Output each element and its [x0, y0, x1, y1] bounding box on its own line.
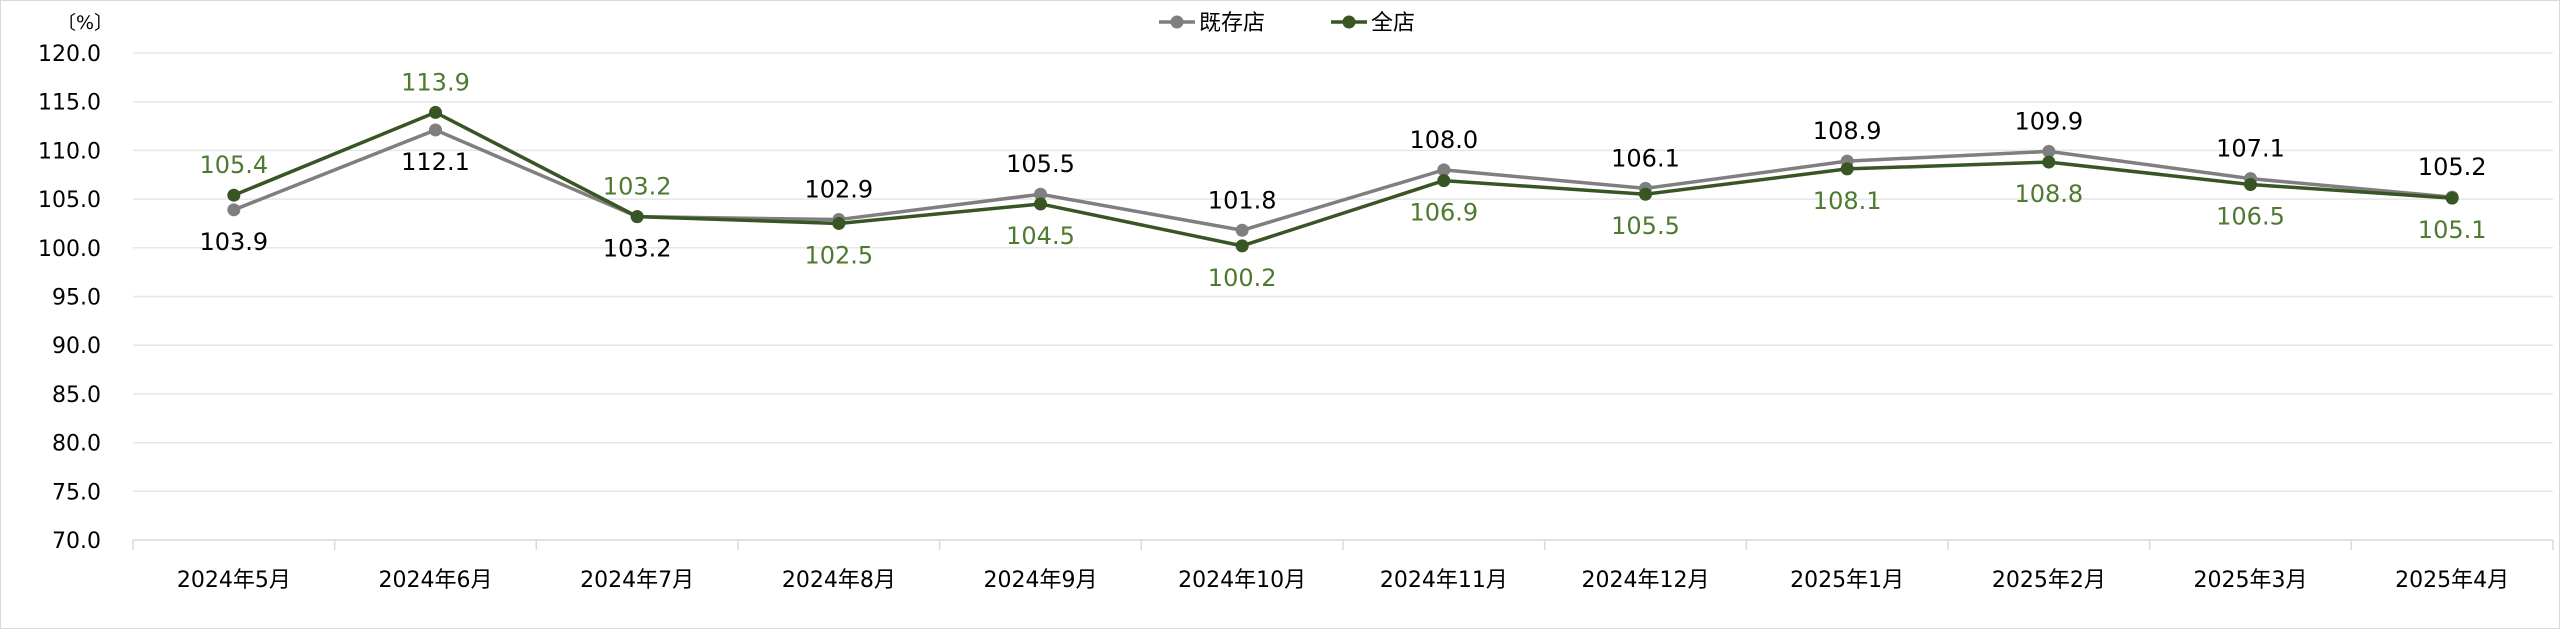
x-tick-label: 2024年5月 — [177, 568, 291, 593]
data-point-all-stores — [1639, 187, 1652, 201]
data-label-existing-stores: 105.2 — [2418, 153, 2487, 181]
y-tick-label: 110.0 — [38, 139, 101, 164]
y-tick-label: 80.0 — [52, 432, 101, 457]
data-label-all-stores: 108.8 — [2014, 180, 2083, 208]
x-tick-label: 2024年9月 — [984, 568, 1098, 593]
y-unit-label: 〔%〕 — [57, 12, 113, 34]
series-layer — [227, 105, 2459, 253]
data-label-existing-stores: 109.9 — [2014, 107, 2083, 135]
data-label-all-stores: 102.5 — [804, 241, 873, 269]
data-point-all-stores — [1034, 197, 1047, 211]
data-label-existing-stores: 101.8 — [1208, 186, 1277, 214]
x-tick-label: 2024年8月 — [782, 568, 896, 593]
data-label-all-stores: 104.5 — [1006, 222, 1075, 250]
grid-layer — [133, 52, 2553, 493]
data-point-all-stores — [832, 216, 846, 230]
data-label-existing-stores: 108.9 — [1813, 117, 1882, 145]
data-point-existing-stores — [2042, 144, 2056, 158]
legend-item-all-stores: 全店 — [1331, 11, 1415, 36]
data-point-all-stores — [630, 210, 644, 224]
x-tick-label: 2024年12月 — [1582, 568, 1710, 593]
data-label-all-stores: 105.4 — [199, 151, 268, 179]
legend-label: 全店 — [1371, 11, 1415, 36]
data-point-existing-stores — [227, 203, 241, 217]
y-tick-label: 115.0 — [38, 91, 101, 116]
data-label-all-stores: 113.9 — [401, 68, 470, 96]
data-point-all-stores — [2244, 177, 2257, 191]
x-tick-label: 2025年3月 — [2194, 568, 2308, 593]
data-point-existing-stores — [1034, 187, 1047, 201]
data-label-all-stores: 100.2 — [1208, 264, 1277, 292]
x-tick-label: 2025年1月 — [1790, 568, 1904, 593]
data-point-all-stores — [1840, 162, 1854, 176]
axis-layer: 70.0 75.0 80.0 85.0 90.0 95.0 100.0 105.0 110.0 1… — [38, 42, 2554, 593]
data-label-existing-stores: 103.9 — [199, 228, 268, 256]
data-point-all-stores — [429, 105, 442, 119]
x-tick-label: 2025年4月 — [2395, 568, 2509, 593]
data-label-existing-stores: 102.9 — [804, 176, 873, 204]
data-label-all-stores: 105.1 — [2418, 216, 2487, 244]
series-line-all-stores — [233, 110, 2453, 248]
y-tick-label: 75.0 — [52, 480, 101, 505]
y-tick-label: 70.0 — [52, 529, 101, 554]
y-tick-label: 85.0 — [52, 383, 101, 408]
x-tick-label: 2024年6月 — [379, 568, 493, 593]
data-label-all-stores: 106.9 — [1409, 199, 1478, 227]
data-label-layer: 105.4 103.9 113.9 112.1 103.2 103.2 102.9 102.5… — [199, 68, 2486, 291]
data-label-existing-stores: 106.1 — [1611, 144, 1680, 172]
y-tick-label: 90.0 — [52, 334, 101, 359]
data-label-all-stores: 108.1 — [1813, 187, 1882, 215]
data-point-all-stores — [2445, 191, 2459, 205]
data-point-all-stores — [1235, 239, 1249, 253]
data-point-existing-stores — [429, 123, 442, 137]
data-point-all-stores — [227, 188, 241, 202]
y-tick-label: 120.0 — [38, 42, 101, 67]
legend-item-existing-stores: 既存店 — [1159, 11, 1265, 36]
data-label-existing-stores: 107.1 — [2216, 135, 2285, 163]
data-label-all-stores: 106.5 — [2216, 202, 2285, 230]
data-point-existing-stores — [1235, 223, 1249, 237]
x-tick-label: 2025年2月 — [1992, 568, 2106, 593]
data-point-all-stores — [2042, 155, 2056, 169]
data-label-all-stores: 105.5 — [1611, 212, 1680, 240]
legend-marker — [1342, 15, 1356, 29]
data-label-existing-stores: 103.2 — [603, 235, 672, 263]
data-point-existing-stores — [1437, 163, 1451, 177]
y-tick-label: 105.0 — [38, 188, 101, 213]
data-label-existing-stores: 112.1 — [401, 148, 470, 176]
x-tick-label: 2024年11月 — [1380, 568, 1508, 593]
legend: 既存店 全店 — [1159, 11, 1415, 36]
legend-marker — [1170, 15, 1184, 29]
y-tick-label: 100.0 — [38, 237, 101, 262]
x-tick-label: 2024年7月 — [580, 568, 694, 593]
y-tick-label: 95.0 — [52, 286, 101, 311]
data-label-existing-stores: 108.0 — [1409, 126, 1478, 154]
data-point-all-stores — [1437, 174, 1451, 188]
data-label-all-stores: 103.2 — [603, 173, 672, 201]
series-line-existing-stores — [233, 128, 2453, 233]
x-tick-label: 2024年10月 — [1178, 568, 1306, 593]
legend-label: 既存店 — [1199, 11, 1265, 36]
data-label-existing-stores: 105.5 — [1006, 150, 1075, 178]
